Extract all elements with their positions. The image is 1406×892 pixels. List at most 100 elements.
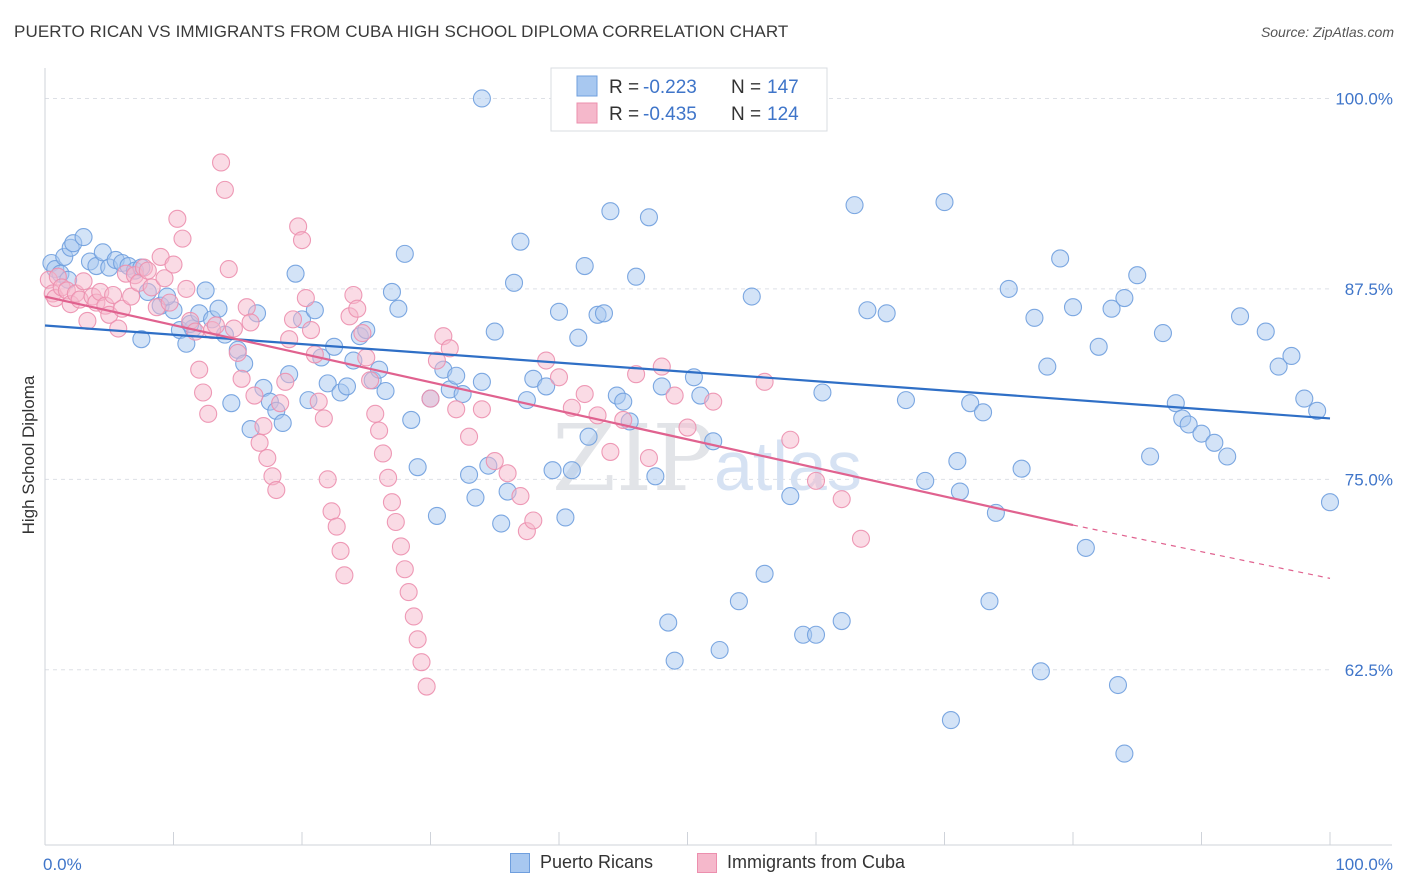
point-puerto-rican: [710, 640, 729, 660]
point-puerto-rican: [999, 279, 1018, 298]
y-tick-label: 62.5%: [1345, 661, 1393, 680]
point-puerto-rican: [209, 299, 228, 318]
point-puerto-rican: [832, 611, 851, 631]
point-cuba: [232, 369, 251, 388]
point-puerto-rican: [537, 377, 556, 396]
point-cuba: [109, 319, 128, 338]
point-puerto-rican: [1153, 324, 1172, 343]
point-cuba: [335, 566, 354, 585]
point-puerto-rican: [1031, 662, 1050, 681]
point-cuba: [361, 371, 380, 390]
legend-item-puerto-ricans[interactable]: Puerto Ricans: [510, 852, 653, 873]
point-cuba: [781, 430, 800, 449]
point-cuba: [224, 319, 243, 338]
point-puerto-rican: [1282, 346, 1301, 365]
point-puerto-rican: [511, 232, 530, 251]
point-cuba: [511, 487, 530, 506]
point-puerto-rican: [543, 461, 562, 480]
point-puerto-rican: [941, 711, 960, 730]
point-puerto-rican: [447, 366, 466, 385]
point-puerto-rican: [196, 281, 215, 300]
point-puerto-rican: [639, 208, 659, 227]
point-puerto-rican: [813, 383, 832, 402]
point-puerto-rican: [556, 508, 575, 527]
point-cuba: [258, 448, 277, 468]
point-puerto-rican: [466, 488, 485, 507]
point-puerto-rican: [948, 452, 967, 471]
legend-n-value-2: 124: [767, 104, 799, 125]
point-puerto-rican: [1102, 299, 1121, 318]
point-cuba: [78, 311, 97, 330]
point-cuba: [327, 517, 346, 536]
series-legend: Puerto Ricans Immigrants from Cuba: [0, 850, 1406, 878]
point-cuba: [173, 229, 192, 248]
point-puerto-rican: [382, 282, 402, 302]
point-puerto-rican: [472, 372, 491, 391]
point-cuba: [485, 452, 504, 471]
point-cuba: [190, 360, 209, 379]
point-cuba: [194, 383, 213, 402]
point-puerto-rican: [1089, 337, 1108, 356]
point-cuba: [704, 392, 723, 411]
point-puerto-rican: [659, 613, 678, 632]
point-cuba: [271, 394, 290, 413]
point-puerto-rican: [742, 287, 761, 306]
y-axis-title: High School Diploma: [19, 375, 38, 534]
point-cuba: [421, 389, 440, 408]
point-puerto-rican: [935, 193, 954, 212]
point-puerto-rican: [1012, 459, 1031, 478]
point-cuba: [382, 493, 402, 512]
point-puerto-rican: [1218, 447, 1237, 466]
point-puerto-rican: [1269, 357, 1288, 376]
chart-title: PUERTO RICAN VS IMMIGRANTS FROM CUBA HIG…: [14, 22, 789, 41]
legend-label-cuba: Immigrants from Cuba: [727, 852, 906, 872]
point-cuba: [245, 386, 264, 405]
point-puerto-rican: [1320, 493, 1340, 512]
correlation-legend: R = -0.223 N = 147 R = -0.435 N = 124: [550, 67, 828, 132]
point-cuba: [122, 287, 141, 306]
legend-swatch-cuba: [576, 102, 598, 124]
point-puerto-rican: [1295, 389, 1314, 408]
point-puerto-rican: [472, 89, 491, 108]
point-puerto-rican: [858, 301, 877, 320]
trend-line-puerto-ricans: [44, 324, 1331, 420]
legend-item-cuba[interactable]: Immigrants from Cuba: [697, 852, 905, 873]
point-puerto-rican: [781, 487, 800, 506]
point-cuba: [379, 468, 398, 487]
point-puerto-rican: [504, 273, 524, 292]
axes: [44, 68, 1392, 846]
point-puerto-rican: [877, 304, 896, 323]
point-cuba: [549, 368, 569, 387]
point-puerto-rican: [1256, 322, 1275, 341]
point-cuba: [370, 421, 389, 440]
point-cuba: [280, 330, 299, 349]
point-puerto-rican: [402, 410, 421, 429]
point-cuba: [160, 293, 179, 312]
point-cuba: [412, 653, 431, 672]
legend-swatch-pink: [697, 852, 717, 873]
point-cuba: [498, 464, 517, 483]
point-puerto-rican: [594, 304, 614, 323]
point-cuba: [318, 470, 337, 489]
point-cuba: [386, 512, 405, 532]
point-puerto-rican: [1063, 298, 1083, 317]
point-puerto-rican: [973, 403, 993, 422]
point-cuba: [241, 313, 260, 332]
point-puerto-rican: [575, 257, 594, 276]
legend-swatch-puerto-ricans: [576, 75, 598, 97]
point-puerto-rican: [1115, 289, 1134, 308]
point-puerto-rican: [1038, 357, 1057, 376]
point-puerto-rican: [389, 299, 408, 318]
point-cuba: [665, 386, 684, 405]
point-puerto-rican: [1192, 424, 1211, 443]
point-puerto-rican: [427, 506, 446, 525]
point-puerto-rican: [408, 458, 427, 477]
point-cuba: [427, 351, 446, 370]
point-cuba: [250, 433, 269, 452]
point-cuba: [309, 392, 328, 411]
point-cuba: [296, 289, 315, 308]
point-cuba: [276, 372, 295, 391]
point-puerto-rican: [755, 564, 774, 583]
point-cuba: [331, 541, 350, 561]
